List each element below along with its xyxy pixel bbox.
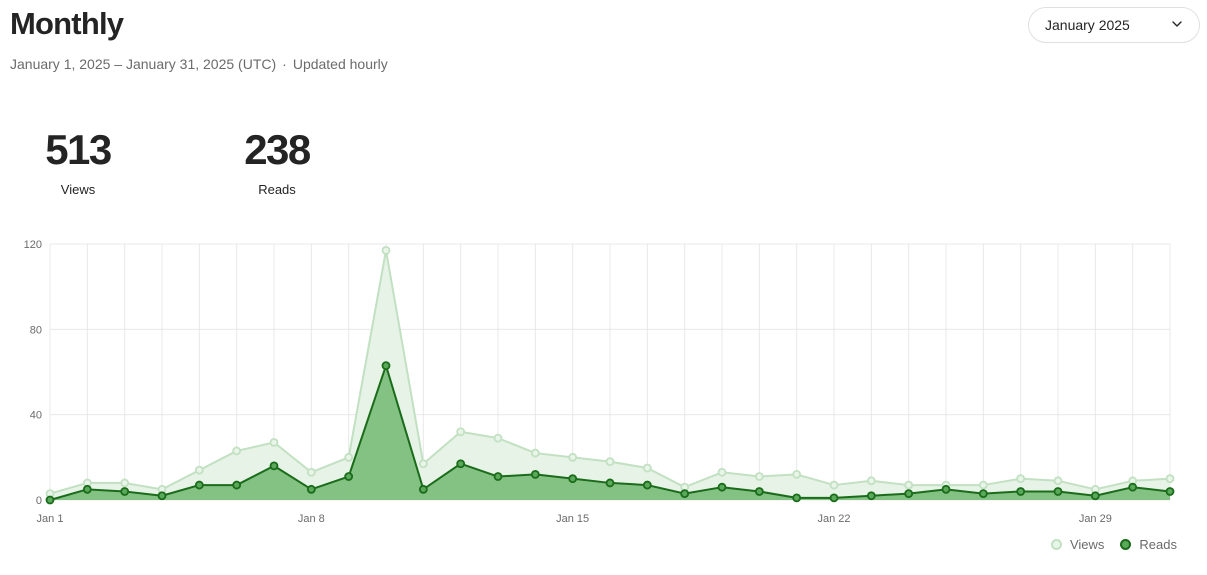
x-tick-label: Jan 22 xyxy=(817,513,850,525)
chart-legend: Views Reads xyxy=(1035,537,1177,552)
views-point xyxy=(306,467,316,477)
reads-point xyxy=(680,489,690,499)
reads-stat: 238 Reads xyxy=(212,124,342,197)
views-point xyxy=(381,245,391,255)
legend-item-reads[interactable]: Reads xyxy=(1120,537,1177,552)
views-point xyxy=(456,427,466,437)
reads-point xyxy=(306,484,316,494)
reads-point xyxy=(904,489,914,499)
reads-point xyxy=(642,480,652,490)
page-title: Monthly xyxy=(10,6,124,41)
views-label: Views xyxy=(60,182,96,197)
views-point xyxy=(530,448,540,458)
reads-point xyxy=(157,491,167,501)
legend-label-views: Views xyxy=(1069,537,1105,552)
reads-point xyxy=(1090,491,1100,501)
views-point xyxy=(866,476,876,486)
views-point xyxy=(754,472,764,481)
legend-swatch-views xyxy=(1050,539,1062,550)
views-count: 513 xyxy=(45,126,112,173)
reads-point xyxy=(418,484,428,494)
views-point xyxy=(1165,474,1175,484)
date-range: January 1, 2025 – January 31, 2025 (UTC) xyxy=(10,56,277,72)
views-point xyxy=(568,452,578,462)
reads-point xyxy=(1016,487,1026,496)
views-point xyxy=(232,446,242,456)
y-tick-label: 120 xyxy=(24,239,42,251)
x-tick-label: Jan 29 xyxy=(1079,513,1112,525)
views-point xyxy=(269,437,279,447)
month-select-value: January 2025 xyxy=(1045,17,1130,33)
reads-point xyxy=(344,472,354,481)
views-point xyxy=(194,465,204,475)
views-point xyxy=(642,463,652,473)
views-point xyxy=(829,480,839,490)
reads-point xyxy=(232,480,242,490)
y-tick-label: 40 xyxy=(30,410,42,422)
reads-point xyxy=(754,487,764,496)
legend-label-reads: Reads xyxy=(1139,537,1177,552)
legend-swatch-reads xyxy=(1120,539,1132,550)
reads-count: 238 xyxy=(244,126,311,173)
views-point xyxy=(904,480,914,490)
separator-dot: · xyxy=(282,56,287,72)
y-tick-label: 80 xyxy=(30,324,42,336)
views-point xyxy=(120,478,130,488)
reads-point xyxy=(605,478,615,488)
reads-point xyxy=(792,493,802,503)
views-point xyxy=(792,469,802,479)
update-note: Updated hourly xyxy=(292,56,388,72)
reads-point xyxy=(82,484,92,494)
views-stat: 513 Views xyxy=(13,124,143,197)
views-point xyxy=(1053,476,1063,486)
legend-item-views[interactable]: Views xyxy=(1050,537,1105,552)
reads-point xyxy=(530,469,540,479)
reads-point xyxy=(568,474,578,484)
y-tick-label: 0 xyxy=(36,495,42,507)
reads-point xyxy=(941,484,951,494)
page-subtitle: January 1, 2025 – January 31, 2025 (UTC)… xyxy=(10,56,388,72)
views-point xyxy=(493,433,503,443)
reads-point xyxy=(978,489,988,499)
views-point xyxy=(978,480,988,490)
reads-point xyxy=(45,495,55,505)
chevron-down-icon xyxy=(1172,21,1182,27)
reads-point xyxy=(717,482,727,492)
stats-area-chart: 0 40 80 120 Jan 1 Jan 8 Jan 15 Jan 22 Jan 29 xyxy=(24,239,1175,525)
x-tick-label: Jan 15 xyxy=(556,513,589,525)
x-tick-label: Jan 1 xyxy=(37,513,64,525)
reads-label: Reads xyxy=(258,182,296,197)
views-point xyxy=(344,452,354,462)
reads-point xyxy=(1128,482,1138,492)
reads-point xyxy=(194,480,204,490)
views-point xyxy=(1016,474,1026,484)
reads-point xyxy=(120,487,130,496)
views-point xyxy=(605,457,615,467)
reads-point xyxy=(1053,487,1063,496)
reads-point xyxy=(381,361,391,371)
views-point xyxy=(418,459,428,469)
views-point xyxy=(717,467,727,477)
reads-point xyxy=(829,493,839,503)
x-tick-label: Jan 8 xyxy=(298,513,325,525)
month-select[interactable]: January 2025 xyxy=(1028,7,1200,43)
reads-point xyxy=(1165,487,1175,496)
reads-point xyxy=(269,461,279,471)
reads-point xyxy=(866,491,876,501)
reads-point xyxy=(493,472,503,481)
reads-point xyxy=(456,459,466,469)
